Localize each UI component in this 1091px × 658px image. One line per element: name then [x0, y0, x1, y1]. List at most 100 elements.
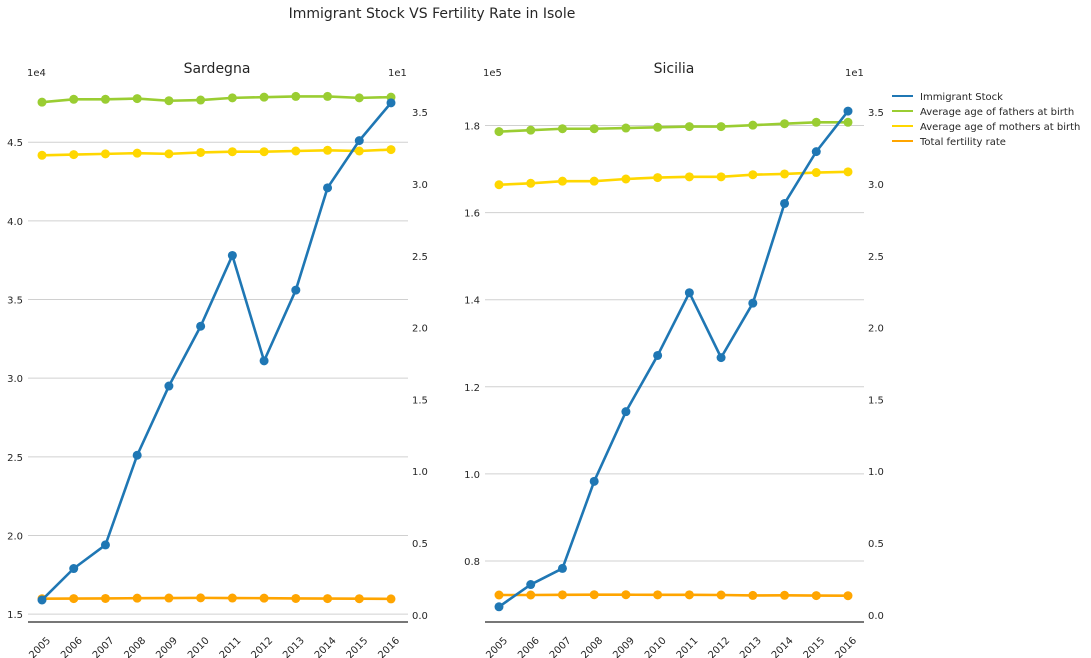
series-average-age-of-fathers-at-birth: [37, 91, 396, 107]
data-point: [132, 148, 142, 158]
right-y-tick-label: 3.0: [868, 180, 884, 191]
data-point: [259, 147, 269, 157]
data-point: [811, 168, 821, 178]
left-y-tick-label: 2.0: [7, 531, 23, 542]
data-point: [843, 591, 853, 601]
data-point: [354, 93, 364, 103]
data-point: [557, 590, 567, 600]
data-point: [716, 122, 726, 132]
right-y-tick-label: 3.0: [412, 180, 428, 191]
data-point: [684, 288, 694, 298]
right-y-tick-label: 1.5: [868, 395, 884, 406]
data-point: [291, 593, 301, 603]
x-tick-label: 2009: [154, 635, 180, 658]
subplot-title: Sardegna: [184, 61, 251, 77]
left-y-tick-label: 1.0: [464, 470, 480, 481]
left-y-tick-label: 4.0: [7, 217, 23, 228]
x-tick-label: 2006: [59, 635, 85, 658]
subplot-sicilia: Sicilia 1e5 1e1 0.8 1.0 1.2 1.4 1.6 1.8 0.0 0.5 1.0…: [464, 61, 884, 658]
data-point: [69, 150, 79, 160]
right-y-tick-label: 1.0: [412, 467, 428, 478]
data-point: [684, 122, 694, 132]
series-line: [498, 120, 848, 133]
data-point: [621, 174, 631, 184]
data-point: [100, 149, 110, 159]
subplot-title: Sicilia: [654, 61, 695, 77]
series-line: [41, 148, 392, 157]
figure-title: Immigrant Stock VS Fertility Rate in Iso…: [289, 6, 576, 22]
x-tick-label: 2005: [27, 635, 53, 658]
data-point: [843, 167, 853, 177]
data-point: [37, 97, 47, 107]
series-total-fertility-rate: [494, 590, 853, 601]
x-tick-label: 2015: [802, 635, 828, 658]
data-point: [291, 91, 301, 101]
data-point: [227, 250, 237, 260]
right-y-tick-label: 0.0: [868, 611, 884, 622]
subplot-sardegna: Sardegna 1e4 1e1 1.5 2.0 2.5 3.0 3.5 4.0 4.5 0.0 0.…: [7, 61, 428, 658]
data-point: [748, 298, 758, 308]
data-point: [259, 92, 269, 102]
data-point: [196, 321, 206, 331]
data-point: [589, 124, 599, 134]
data-point: [780, 119, 790, 129]
series-immigrant-stock: [37, 98, 396, 605]
left-y-tick-label: 1.8: [464, 121, 480, 132]
data-point: [494, 602, 504, 612]
x-tick-label: 2012: [249, 635, 275, 658]
left-y-tick-label: 1.5: [7, 610, 23, 621]
data-point: [653, 590, 663, 600]
data-point: [780, 169, 790, 179]
data-point: [526, 580, 536, 590]
right-y-tick-label: 3.5: [412, 108, 428, 119]
data-point: [100, 593, 110, 603]
data-point: [354, 594, 364, 604]
data-point: [227, 93, 237, 103]
data-point: [37, 150, 47, 160]
right-y-tick-label: 2.0: [412, 324, 428, 335]
x-tick-label: 2013: [281, 635, 307, 658]
data-point: [748, 590, 758, 600]
left-y-tick-label: 0.8: [464, 557, 480, 568]
data-point: [69, 594, 79, 604]
data-point: [259, 593, 269, 603]
data-point: [227, 147, 237, 157]
x-tick-label: 2007: [91, 635, 117, 658]
series-average-age-of-fathers-at-birth: [494, 117, 853, 137]
data-point: [100, 94, 110, 104]
data-point: [780, 198, 790, 208]
left-y-tick-label: 1.6: [464, 209, 480, 220]
data-point: [354, 136, 364, 146]
x-tick-label: 2013: [738, 635, 764, 658]
data-point: [323, 145, 333, 155]
x-tick-label: 2012: [706, 635, 732, 658]
x-tick-label: 2011: [218, 635, 244, 658]
data-point: [69, 564, 79, 574]
data-point: [526, 178, 536, 188]
data-point: [526, 125, 536, 135]
data-point: [291, 285, 301, 295]
data-point: [557, 176, 567, 186]
data-point: [354, 146, 364, 156]
data-point: [37, 595, 47, 605]
left-y-tick-label: 3.5: [7, 296, 23, 307]
data-point: [716, 590, 726, 600]
legend-label: Average age of mothers at birth: [920, 122, 1080, 133]
data-point: [684, 172, 694, 182]
x-tick-label: 2015: [345, 635, 371, 658]
series-line: [41, 102, 392, 601]
left-y-tick-label: 4.5: [7, 138, 23, 149]
series-total-fertility-rate: [37, 593, 396, 604]
right-y-tick-label: 2.0: [868, 324, 884, 335]
data-point: [780, 590, 790, 600]
data-point: [716, 172, 726, 182]
data-point: [227, 593, 237, 603]
x-tick-label: 2006: [516, 635, 542, 658]
right-axis-offset-label: 1e1: [845, 68, 864, 79]
data-point: [621, 407, 631, 417]
data-point: [526, 590, 536, 600]
data-point: [653, 122, 663, 132]
legend-label: Immigrant Stock: [920, 92, 1003, 103]
right-y-tick-label: 1.0: [868, 467, 884, 478]
